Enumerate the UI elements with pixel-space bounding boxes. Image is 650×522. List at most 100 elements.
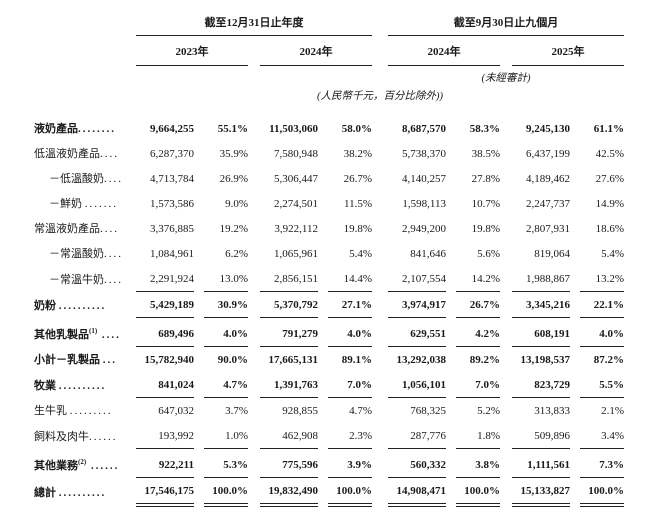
column-gap — [500, 141, 512, 166]
column-gap — [500, 266, 512, 292]
column-gap — [318, 266, 328, 292]
table-row: 飼料及肉牛...... 193,992 1.0% 462,908 2.3% 287,776… — [34, 423, 624, 449]
cell-amount: 841,024 — [136, 372, 194, 398]
column-gap — [446, 318, 456, 347]
cell-percentage: 87.2% — [593, 354, 624, 366]
revenue-breakdown-table: 截至12月31日止年度 截至9月30日止九個月 2023年 2024年 2024… — [34, 16, 624, 507]
cell-amount: 3,922,112 — [274, 223, 318, 235]
cell-amount: 3,345,216 — [512, 291, 570, 318]
column-gap — [500, 106, 512, 141]
column-gap — [570, 292, 580, 318]
cell-amount: 5,738,370 — [402, 148, 446, 160]
column-gap — [194, 166, 204, 191]
cell-amount: 608,191 — [512, 317, 570, 347]
cell-percentage: 30.9% — [204, 291, 248, 318]
column-gap — [570, 141, 580, 166]
cell-amount: 2,291,924 — [136, 266, 194, 292]
column-gap — [570, 266, 580, 292]
cell-amount: 1,111,561 — [512, 448, 570, 478]
column-gap — [570, 347, 580, 373]
cell-amount: 560,332 — [388, 448, 446, 478]
row-label: －常溫牛奶.... — [34, 266, 136, 292]
table-row: －鮮奶 ....... 1,573,586 9.0% 2,274,501 11.5% 1,… — [34, 191, 624, 216]
column-gap — [500, 398, 512, 424]
cell-amount: 8,687,570 — [402, 123, 446, 135]
table-row: 液奶產品........ 9,664,255 55.1% 11,503,060 58.0… — [34, 106, 624, 141]
cell-percentage: 38.5% — [471, 148, 500, 160]
dot-leader: .......... — [58, 299, 107, 312]
cell-percentage: 58.0% — [341, 123, 372, 135]
cell-amount: 2,856,151 — [260, 266, 318, 292]
cell-amount: 313,833 — [534, 405, 570, 417]
column-gap — [446, 292, 456, 318]
cell-percentage: 27.1% — [328, 291, 372, 318]
cell-amount: 287,776 — [388, 423, 446, 449]
group-gap — [372, 141, 388, 166]
units-note-row: (人民幣千元，百分比除外)) — [34, 86, 624, 106]
cell-percentage: 26.9% — [219, 173, 248, 185]
empty-cell — [34, 86, 136, 106]
column-gap — [500, 191, 512, 216]
group-gap — [372, 398, 388, 424]
column-gap — [446, 423, 456, 449]
row-label: －鮮奶 ....... — [34, 191, 136, 216]
cell-percentage: 5.5% — [580, 372, 624, 398]
cell-amount: 5,429,189 — [136, 291, 194, 318]
column-gap — [248, 318, 260, 347]
footnote-marker: (1) — [89, 326, 98, 335]
row-label-text: －鮮奶 — [49, 198, 85, 210]
cell-percentage: 38.2% — [343, 148, 372, 160]
column-gap — [446, 398, 456, 424]
cell-amount: 7,580,948 — [274, 148, 318, 160]
column-gap — [248, 36, 260, 66]
cell-percentage: 90.0% — [217, 354, 248, 366]
group-gap — [372, 16, 388, 36]
table-row: 生牛乳 ......... 647,032 3.7% 928,855 4.7% 768,3… — [34, 398, 624, 424]
row-label: 生牛乳 ......... — [34, 398, 136, 424]
column-gap — [570, 372, 580, 398]
cell-amount: 1,056,101 — [388, 372, 446, 398]
row-label-text: 小計－乳製品 — [34, 354, 103, 366]
group-gap — [372, 478, 388, 506]
group-gap — [372, 36, 388, 66]
cell-percentage: 4.0% — [204, 317, 248, 347]
cell-percentage: 5.4% — [601, 248, 624, 260]
column-gap — [318, 449, 328, 478]
year-header-2023: 2023年 — [136, 35, 248, 66]
cell-percentage: 13.2% — [580, 266, 624, 292]
cell-amount: 775,596 — [260, 448, 318, 478]
row-label: 其他乳製品(1) .... — [34, 318, 136, 347]
empty-corner-cell — [34, 36, 136, 66]
cell-amount: 9,245,130 — [526, 123, 570, 135]
column-gap — [318, 191, 328, 216]
cell-percentage: 27.8% — [471, 173, 500, 185]
column-gap — [446, 141, 456, 166]
group-gap — [372, 166, 388, 191]
column-gap — [318, 292, 328, 318]
cell-amount: 19,832,490 — [260, 477, 318, 507]
dot-leader: ....... — [84, 198, 118, 210]
cell-percentage: 89.1% — [341, 354, 372, 366]
column-gap — [500, 423, 512, 449]
column-gap — [248, 478, 260, 506]
group-gap — [372, 241, 388, 266]
cell-percentage: 14.9% — [595, 198, 624, 210]
period-group-header-row: 截至12月31日止年度 截至9月30日止九個月 — [34, 16, 624, 36]
row-label: 小計－乳製品 ... — [34, 347, 136, 373]
cell-amount: 462,908 — [260, 423, 318, 449]
cell-percentage: 5.3% — [204, 448, 248, 478]
row-label-text: －常溫酸奶 — [49, 248, 104, 260]
cell-percentage: 4.7% — [204, 372, 248, 398]
column-gap — [500, 216, 512, 241]
column-gap — [318, 423, 328, 449]
column-gap — [194, 398, 204, 424]
group-gap — [372, 423, 388, 449]
cell-percentage: 4.7% — [349, 405, 372, 417]
cell-percentage: 13.0% — [204, 266, 248, 292]
column-gap — [248, 106, 260, 141]
cell-amount: 15,782,940 — [144, 354, 195, 366]
table-body: 液奶產品........ 9,664,255 55.1% 11,503,060 58.0… — [34, 106, 624, 507]
column-gap — [248, 347, 260, 373]
column-gap — [570, 398, 580, 424]
cell-amount: 5,306,447 — [274, 173, 318, 185]
